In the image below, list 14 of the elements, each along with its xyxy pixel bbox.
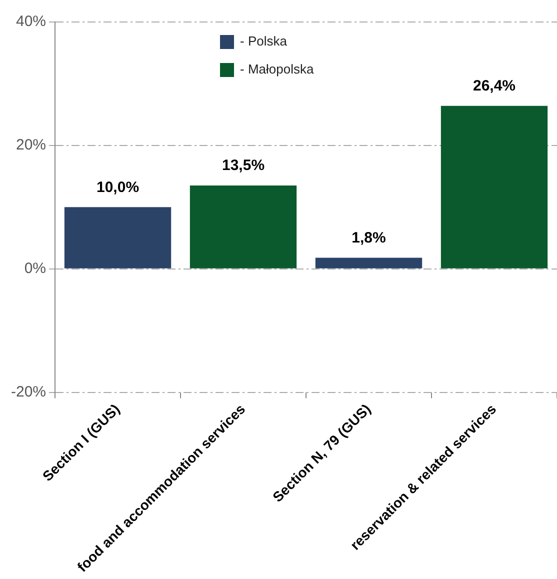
y-tick-label: 0%: [24, 260, 46, 277]
data-label: 26,4%: [472, 78, 516, 95]
data-label: 1,8%: [352, 229, 386, 246]
y-tick-label: 20%: [16, 136, 46, 154]
legend-label: - Polska: [240, 34, 288, 49]
data-label: 10,0%: [96, 178, 140, 196]
bar: [190, 186, 297, 268]
y-tick-label: 40%: [16, 13, 46, 30]
bar: [315, 258, 422, 268]
data-label: 13,5%: [222, 157, 265, 174]
y-tick-label: -20%: [10, 383, 46, 400]
legend-label: - Małopolska: [240, 62, 314, 77]
bar: [440, 106, 548, 268]
bar: [64, 207, 172, 268]
